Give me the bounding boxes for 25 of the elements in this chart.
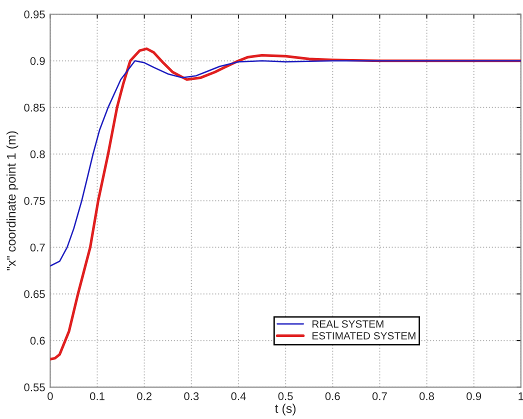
x-tick-label: 0.8 xyxy=(419,392,434,400)
x-tick-label: 0.3 xyxy=(184,392,199,400)
legend-label: ESTIMATED SYSTEM xyxy=(312,332,416,340)
y-axis-title: "x" coordinate point 1 (m) xyxy=(6,131,18,270)
y-tick-label: 0.55 xyxy=(24,383,45,392)
line-series xyxy=(50,60,521,267)
x-tick-label: 0.5 xyxy=(278,392,293,400)
y-tick-label: 0.7 xyxy=(30,244,45,252)
x-tick-label: 0 xyxy=(48,392,53,400)
y-tick-label: 0.8 xyxy=(30,150,45,158)
x-tick-label: 1 xyxy=(518,392,523,400)
x-tick-label: 0.7 xyxy=(372,392,387,400)
x-tick-label: 0.6 xyxy=(325,392,340,400)
x-tick-label: 0.2 xyxy=(137,392,152,400)
y-tick-label: 0.95 xyxy=(24,10,45,18)
y-tick-label: 0.75 xyxy=(24,196,45,205)
y-tick-label: 0.85 xyxy=(24,104,45,112)
x-axis-title: t (s) xyxy=(274,404,296,416)
y-tick-label: 0.6 xyxy=(30,336,45,345)
x-tick-label: 0.1 xyxy=(90,392,104,400)
y-tick-label: 0.65 xyxy=(24,290,45,298)
x-tick-label: 0.4 xyxy=(231,392,246,400)
x-tick-label: 0.9 xyxy=(466,392,482,400)
y-tick-label: 0.9 xyxy=(30,57,45,65)
legend-label: REAL SYSTEM xyxy=(312,320,384,328)
